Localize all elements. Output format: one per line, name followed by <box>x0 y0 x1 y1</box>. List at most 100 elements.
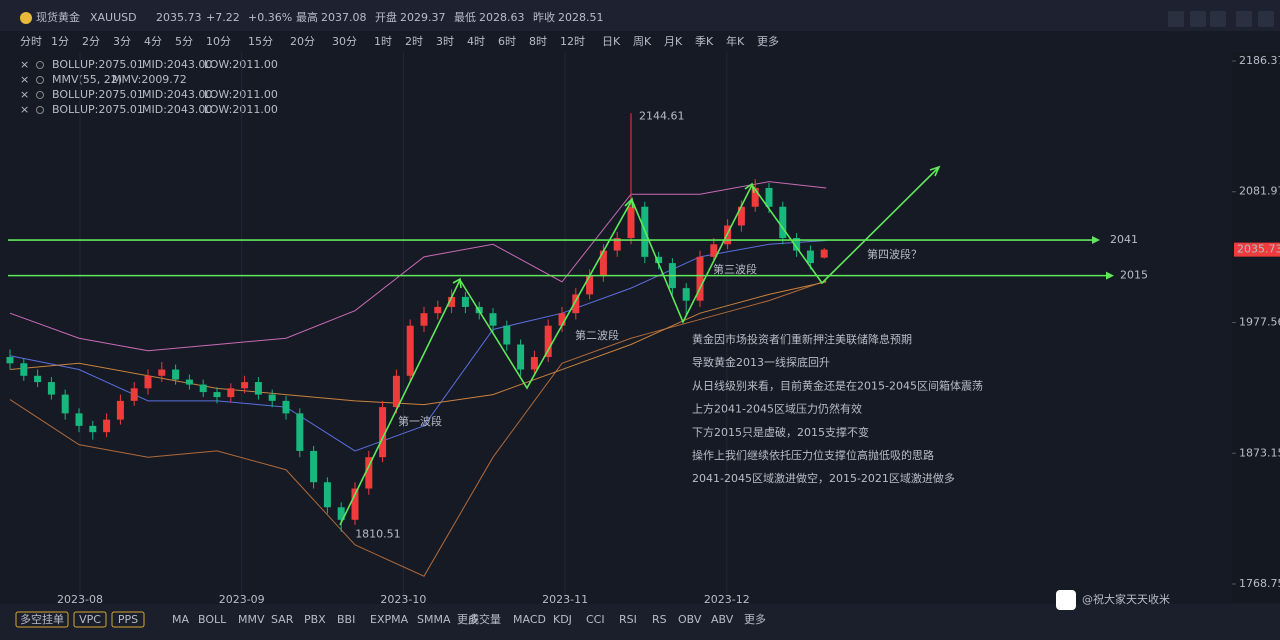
candle-body <box>434 306 442 314</box>
period-tab[interactable]: 分时 <box>20 35 42 48</box>
candle-body <box>323 482 331 508</box>
toolbar-button-label: PPS <box>118 613 138 626</box>
candle-body <box>420 313 428 326</box>
period-tab[interactable]: 6时 <box>498 35 516 48</box>
indicator-tab[interactable]: CCI <box>586 613 605 626</box>
indicator-value: MID:2043.00 <box>142 88 212 101</box>
candle-body <box>586 275 594 295</box>
level-arrowhead <box>1092 236 1100 245</box>
period-tab[interactable]: 12时 <box>560 35 585 48</box>
indicator-value: LOW:2011.00 <box>204 103 278 116</box>
period-tab[interactable]: 8时 <box>529 35 547 48</box>
indicator-tab[interactable]: PBX <box>304 613 326 626</box>
stat-value: 2028.63 <box>479 11 525 24</box>
period-tab[interactable]: 5分 <box>175 35 193 48</box>
indicator-tab[interactable]: OBV <box>678 613 702 626</box>
candle-body <box>530 357 538 370</box>
period-tab[interactable]: 1分 <box>51 35 69 48</box>
annotation: 从日线级别来看，目前黄金还是在2015-2045区间箱体震荡 <box>692 378 983 392</box>
level-arrowhead <box>1106 271 1114 280</box>
wave-label: 第二波段 <box>575 328 619 342</box>
price-axis <box>1232 52 1280 602</box>
indicator-tab[interactable]: SAR <box>271 613 294 626</box>
candle-body <box>296 413 304 451</box>
candle-body <box>282 400 290 414</box>
period-tab[interactable]: 日K <box>602 35 621 48</box>
candle-body <box>627 206 635 239</box>
indicator-tab[interactable]: MACD <box>513 613 546 626</box>
indicator-tab[interactable]: RSI <box>619 613 637 626</box>
indicator-value: MID:2043.00 <box>142 58 212 71</box>
period-tab[interactable]: 15分 <box>248 35 273 48</box>
candle-body <box>6 357 14 364</box>
period-tab[interactable]: 2时 <box>405 35 423 48</box>
last-price: 2035.73 <box>1237 243 1280 256</box>
watermark: @祝大家天天收米 <box>1082 592 1170 606</box>
period-tab[interactable]: 季K <box>695 35 714 48</box>
annotation: 下方2015只是虚破，2015支撑不变 <box>692 425 869 439</box>
candle-body <box>544 325 552 358</box>
indicator-tab[interactable]: 更多 <box>457 612 479 626</box>
settings-icon <box>36 106 44 114</box>
candle-body <box>765 187 773 207</box>
period-tab[interactable]: 周K <box>633 35 652 48</box>
watermark-icon <box>1056 590 1076 610</box>
stat-label: 开盘 <box>375 10 397 24</box>
x-tick-label: 2023-11 <box>542 593 588 606</box>
indicator-tab[interactable]: KDJ <box>553 613 572 626</box>
stat-label: 昨收 <box>533 10 555 24</box>
period-tab[interactable]: 1时 <box>374 35 392 48</box>
y-tick-label: 2081.97 <box>1239 185 1280 198</box>
indicator-value: MMV:2009.72 <box>112 73 187 86</box>
level-label: 2015 <box>1120 269 1148 282</box>
candle-body <box>682 288 690 301</box>
indicator-tab[interactable]: 更多 <box>744 612 766 626</box>
high-label: 2144.61 <box>639 109 685 122</box>
stat-label: 最低 <box>454 11 476 24</box>
indicator-tab[interactable]: ABV <box>711 613 734 626</box>
candle-body <box>241 382 249 389</box>
stat-label: 最高 <box>296 10 318 24</box>
period-tab[interactable]: 2分 <box>82 35 100 48</box>
indicator-tab[interactable]: BOLL <box>198 613 227 626</box>
change-pct: +0.36% <box>248 11 292 24</box>
indicator-tab[interactable]: MMV <box>238 613 265 626</box>
period-tab[interactable]: 更多 <box>757 34 779 48</box>
period-tab[interactable]: 3时 <box>436 35 454 48</box>
y-tick-label: 1977.56 <box>1239 316 1280 329</box>
wave-label: 第三波段 <box>713 262 757 276</box>
period-tab[interactable]: 4分 <box>144 35 162 48</box>
y-tick-label: 1768.75 <box>1239 577 1280 590</box>
indicator-tab[interactable]: MA <box>172 613 189 626</box>
indicator-tab[interactable]: RS <box>652 613 667 626</box>
indicator-tab[interactable]: SMMA <box>417 613 451 626</box>
asset-name: 现货黄金 <box>36 10 80 24</box>
candle-body <box>489 313 497 326</box>
period-tab[interactable]: 3分 <box>113 35 131 48</box>
candle-body <box>558 313 566 326</box>
toolbar-button[interactable] <box>15 611 69 628</box>
candle-body <box>710 244 718 257</box>
toolbar-button[interactable] <box>73 611 107 628</box>
indicator-tab[interactable]: BBI <box>337 613 355 626</box>
period-tab[interactable]: 年K <box>726 34 745 48</box>
settings-icon <box>36 61 44 69</box>
indicator-value: BOLL <box>52 88 81 101</box>
period-tab[interactable]: 4时 <box>467 35 485 48</box>
candle-body <box>806 250 814 264</box>
indicator-tab[interactable]: EXPMA <box>370 613 409 626</box>
wave-arrows <box>339 165 941 526</box>
indicator-tab[interactable]: 成交量 <box>468 612 501 626</box>
candle-body <box>337 507 345 520</box>
candle-body <box>254 382 262 395</box>
candle-body <box>613 238 621 251</box>
period-tab[interactable]: 20分 <box>290 35 315 48</box>
period-tab[interactable]: 30分 <box>332 35 357 48</box>
period-tab[interactable]: 月K <box>664 35 683 48</box>
toolbar-button[interactable] <box>111 611 145 628</box>
candle-body <box>75 413 83 426</box>
window-buttons[interactable] <box>1168 11 1274 27</box>
period-tab[interactable]: 10分 <box>206 35 231 48</box>
